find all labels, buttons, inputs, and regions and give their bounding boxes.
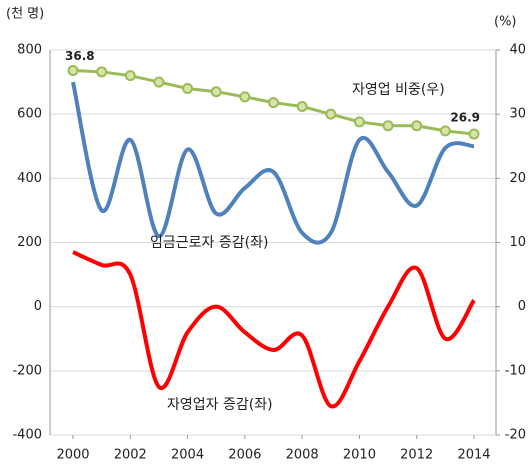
marker — [268, 97, 279, 109]
x-tick-label: 2000 — [56, 448, 89, 463]
y2-tick-label: 0 — [518, 299, 526, 314]
data-label: 36.8 — [65, 49, 95, 63]
marker — [468, 128, 480, 140]
y2-tick-label: 30 — [509, 107, 526, 122]
series-label: 자영업자 증감(좌) — [167, 397, 273, 413]
series-label: 자영업 비중(우) — [352, 82, 445, 98]
marker — [325, 108, 337, 120]
x-tick-label: 2014 — [457, 448, 490, 463]
x-tick-label: 2006 — [228, 448, 261, 463]
y-tick-label: 600 — [17, 107, 42, 122]
x-tick-label: 2012 — [400, 448, 433, 463]
marker — [96, 66, 108, 78]
series-label: 임금근로자 증감(좌) — [150, 235, 268, 251]
x-tick-label: 2002 — [114, 448, 147, 463]
marker — [124, 70, 136, 82]
y-tick-label: 800 — [17, 43, 42, 58]
y-tick-label: 400 — [17, 171, 42, 186]
y-tick-label: -400 — [12, 428, 42, 443]
y2-tick-label: -20 — [505, 428, 526, 443]
y2-tick-label: 10 — [509, 235, 526, 250]
series-line — [71, 81, 475, 245]
y2-tick-label: 40 — [509, 43, 526, 58]
marker — [411, 120, 423, 132]
marker — [239, 91, 251, 103]
x-tick-label: 2010 — [343, 448, 376, 463]
marker — [296, 100, 308, 112]
marker — [210, 86, 222, 98]
data-label: 26.9 — [450, 111, 480, 125]
marker — [182, 83, 194, 94]
marker — [67, 65, 79, 77]
y2-axis-title: (%) — [494, 15, 517, 30]
marker — [353, 116, 365, 128]
x-tick-label: 2008 — [286, 448, 319, 463]
marker — [439, 125, 451, 137]
marker — [382, 120, 394, 132]
x-tick-label: 2004 — [171, 448, 204, 463]
y2-tick-label: 20 — [509, 171, 526, 186]
y-tick-label: -200 — [12, 363, 42, 378]
series-line — [72, 250, 476, 409]
y-tick-label: 0 — [34, 299, 42, 314]
y-tick-label: 200 — [17, 235, 42, 250]
marker — [153, 76, 165, 88]
y-axis-title: (천 명) — [6, 7, 44, 22]
y2-tick-label: -10 — [505, 363, 526, 378]
